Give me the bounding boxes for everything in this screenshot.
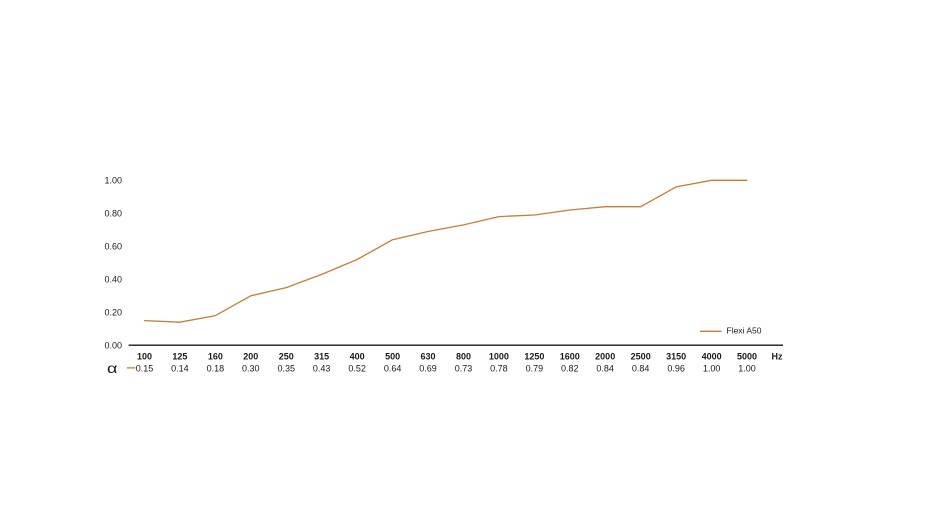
svg-text:0.43: 0.43 <box>313 363 331 373</box>
svg-text:Hz: Hz <box>772 351 783 361</box>
svg-text:4000: 4000 <box>702 351 722 361</box>
svg-text:0.69: 0.69 <box>419 363 437 373</box>
svg-text:1.00: 1.00 <box>104 176 122 186</box>
svg-text:630: 630 <box>420 351 435 361</box>
svg-text:400: 400 <box>350 351 365 361</box>
svg-text:0.15: 0.15 <box>136 363 154 373</box>
svg-text:125: 125 <box>172 351 187 361</box>
svg-text:0.52: 0.52 <box>348 363 366 373</box>
svg-text:315: 315 <box>314 351 329 361</box>
svg-text:160: 160 <box>208 351 223 361</box>
svg-text:1.00: 1.00 <box>703 363 721 373</box>
svg-text:0.30: 0.30 <box>242 363 260 373</box>
svg-text:1000: 1000 <box>489 351 509 361</box>
svg-text:0.84: 0.84 <box>632 363 650 373</box>
svg-text:α: α <box>107 360 117 376</box>
svg-text:0.84: 0.84 <box>596 363 614 373</box>
svg-text:Flexi A50: Flexi A50 <box>727 326 762 336</box>
svg-text:0.14: 0.14 <box>171 363 189 373</box>
svg-text:0.96: 0.96 <box>667 363 685 373</box>
svg-text:250: 250 <box>279 351 294 361</box>
svg-text:0.00: 0.00 <box>104 341 122 351</box>
svg-text:2500: 2500 <box>631 351 651 361</box>
svg-text:800: 800 <box>456 351 471 361</box>
svg-text:0.64: 0.64 <box>384 363 402 373</box>
svg-text:1.00: 1.00 <box>738 363 756 373</box>
svg-text:0.79: 0.79 <box>526 363 544 373</box>
svg-text:0.82: 0.82 <box>561 363 579 373</box>
svg-text:1600: 1600 <box>560 351 580 361</box>
svg-text:1250: 1250 <box>524 351 544 361</box>
svg-text:5000: 5000 <box>737 351 757 361</box>
svg-text:0.40: 0.40 <box>104 275 122 285</box>
svg-text:0.78: 0.78 <box>490 363 508 373</box>
svg-text:0.73: 0.73 <box>455 363 473 373</box>
svg-text:100: 100 <box>137 351 152 361</box>
svg-text:0.20: 0.20 <box>104 308 122 318</box>
svg-text:2000: 2000 <box>595 351 615 361</box>
svg-text:0.18: 0.18 <box>207 363 225 373</box>
svg-text:0.35: 0.35 <box>278 363 296 373</box>
svg-text:0.80: 0.80 <box>104 209 122 219</box>
svg-text:500: 500 <box>385 351 400 361</box>
svg-text:3150: 3150 <box>666 351 686 361</box>
svg-text:0.60: 0.60 <box>104 242 122 252</box>
svg-text:200: 200 <box>243 351 258 361</box>
